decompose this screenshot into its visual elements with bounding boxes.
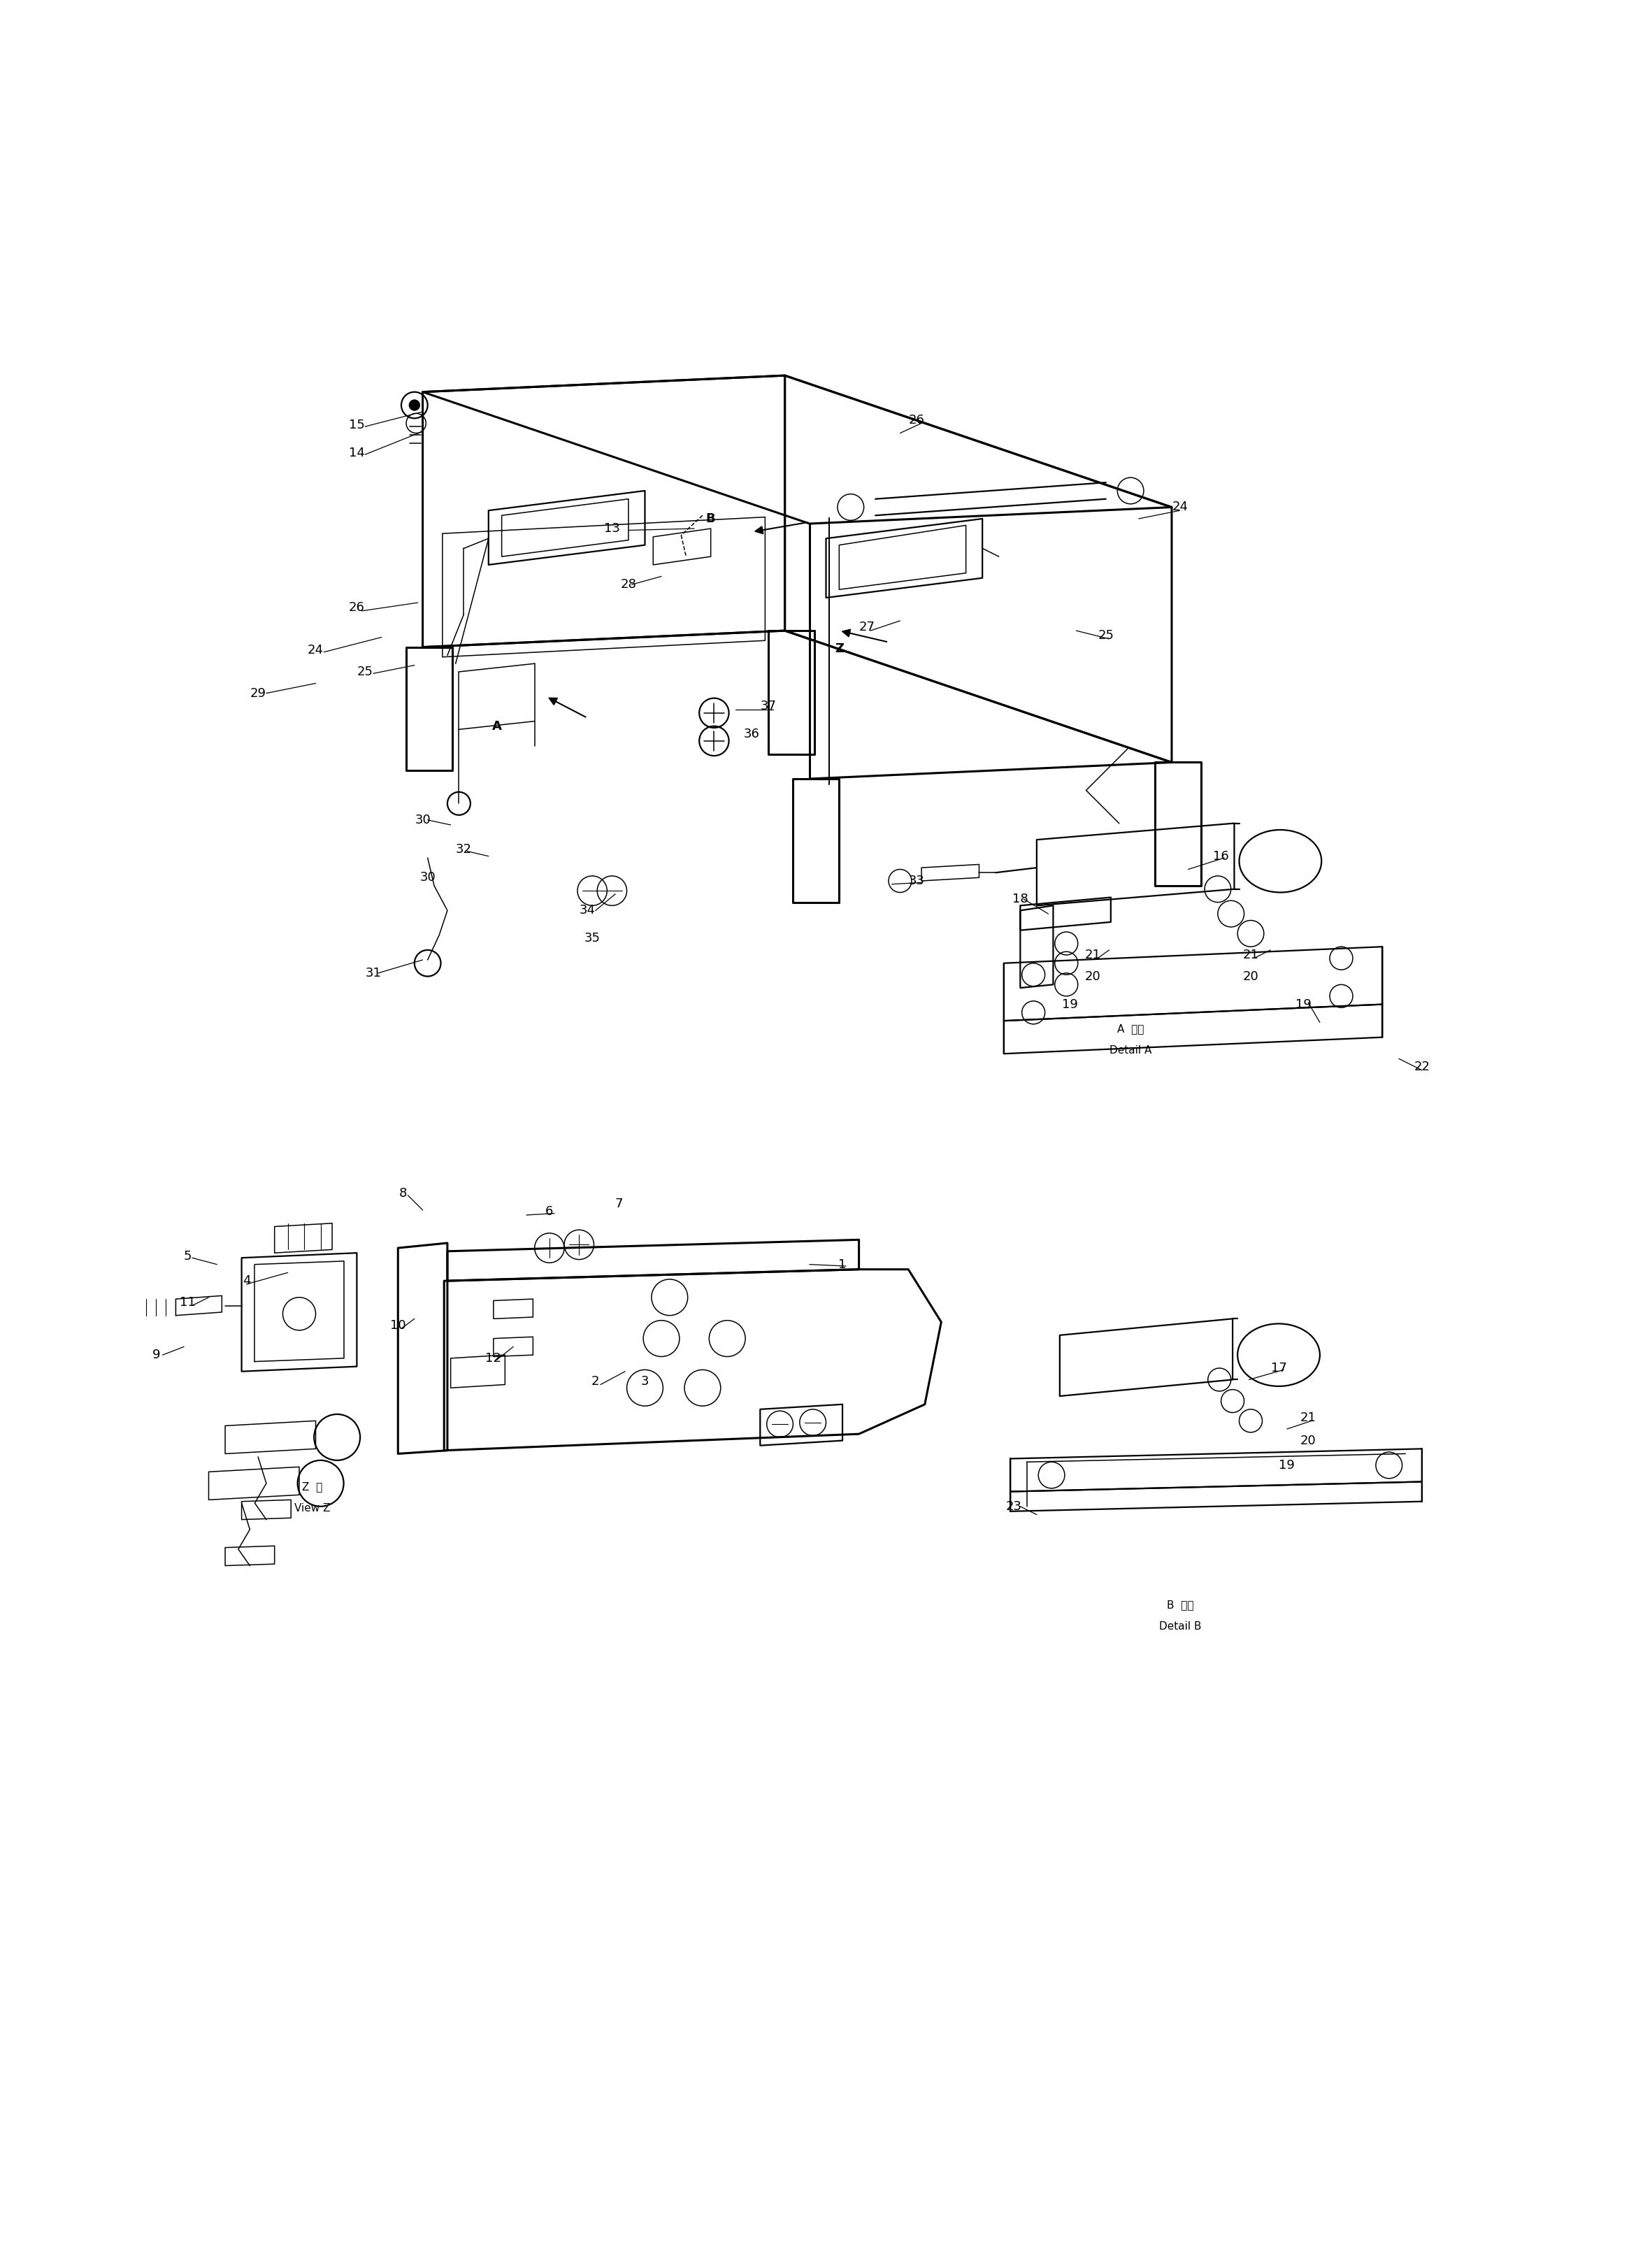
Text: 37: 37 xyxy=(760,699,776,713)
Text: 28: 28 xyxy=(621,578,636,591)
Text: 10: 10 xyxy=(390,1318,406,1331)
Text: 27: 27 xyxy=(859,621,876,634)
Text: 4: 4 xyxy=(243,1275,251,1286)
Text: View Z: View Z xyxy=(294,1502,330,1514)
Text: 12: 12 xyxy=(486,1352,502,1365)
Text: 7: 7 xyxy=(615,1196,623,1210)
Text: 25: 25 xyxy=(1099,630,1113,641)
Text: A  詳細: A 詳細 xyxy=(1117,1023,1143,1035)
Text: 1: 1 xyxy=(839,1257,846,1271)
Text: 14: 14 xyxy=(349,448,365,459)
Text: 34: 34 xyxy=(580,904,595,918)
Text: Z  規: Z 規 xyxy=(302,1482,322,1491)
Text: A: A xyxy=(492,720,502,733)
Text: Z: Z xyxy=(834,643,844,654)
Text: 22: 22 xyxy=(1414,1062,1431,1073)
Text: 21: 21 xyxy=(1242,949,1259,960)
Text: 20: 20 xyxy=(1300,1435,1317,1446)
Text: 15: 15 xyxy=(349,418,365,432)
Text: 8: 8 xyxy=(398,1187,406,1201)
Text: 17: 17 xyxy=(1270,1363,1287,1374)
Text: 3: 3 xyxy=(641,1374,649,1388)
Text: 25: 25 xyxy=(357,666,373,679)
Text: 18: 18 xyxy=(1013,893,1028,906)
Text: 19: 19 xyxy=(1062,999,1077,1010)
Text: 26: 26 xyxy=(349,600,365,614)
Text: 35: 35 xyxy=(585,931,600,945)
Text: B  詳細: B 詳細 xyxy=(1166,1599,1193,1610)
Text: 21: 21 xyxy=(1085,949,1100,960)
Text: B: B xyxy=(705,513,715,524)
Text: 32: 32 xyxy=(456,843,472,857)
Text: 19: 19 xyxy=(1279,1460,1295,1471)
Text: 11: 11 xyxy=(180,1295,195,1309)
Text: 24: 24 xyxy=(1171,502,1188,513)
Text: 36: 36 xyxy=(743,729,760,740)
Text: 20: 20 xyxy=(1085,969,1100,983)
Text: 6: 6 xyxy=(545,1205,553,1219)
Text: 30: 30 xyxy=(415,814,431,825)
Text: 26: 26 xyxy=(909,414,925,427)
Text: 30: 30 xyxy=(420,870,436,884)
Text: Detail A: Detail A xyxy=(1110,1046,1151,1055)
Text: 21: 21 xyxy=(1300,1410,1317,1424)
Text: 24: 24 xyxy=(307,643,324,657)
Circle shape xyxy=(410,400,420,409)
Text: 31: 31 xyxy=(365,967,382,978)
Text: 5: 5 xyxy=(183,1250,192,1262)
Text: Detail B: Detail B xyxy=(1158,1622,1201,1633)
Text: 33: 33 xyxy=(909,875,925,886)
Text: 13: 13 xyxy=(605,522,620,535)
Text: 19: 19 xyxy=(1295,999,1312,1010)
Text: 29: 29 xyxy=(249,686,266,699)
Text: 16: 16 xyxy=(1213,850,1229,861)
Text: 23: 23 xyxy=(1006,1500,1021,1514)
Text: 20: 20 xyxy=(1242,969,1259,983)
Text: 9: 9 xyxy=(152,1349,160,1361)
Text: 2: 2 xyxy=(591,1374,600,1388)
